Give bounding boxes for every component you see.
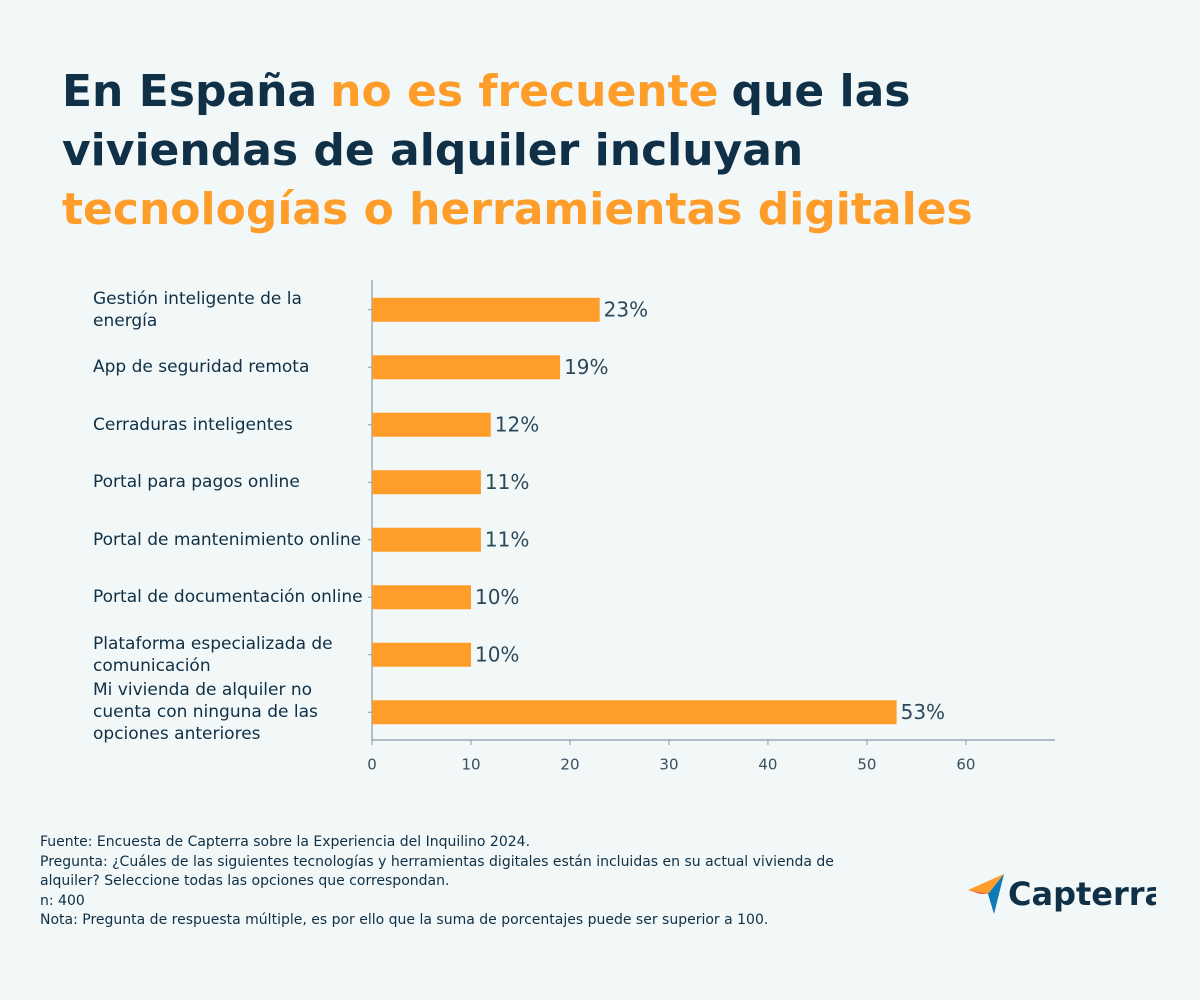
x-tick-label: 0 (367, 756, 377, 774)
logo: Capterra (968, 874, 1156, 914)
title: En España no es frecuente que las viviendas… (62, 62, 986, 239)
title-segment: tecnologías o herramientas digitales (62, 184, 973, 235)
footer: Fuente: Encuesta de Capterra sobre la Ex… (40, 833, 834, 931)
category-label: Mi vivienda de alquiler no cuenta con ni… (93, 680, 318, 745)
x-tick-label: 10 (461, 756, 480, 774)
category-label: Gestión inteligente de la energía (93, 288, 302, 331)
category-label: Plataforma especializada de comunicación (93, 633, 333, 676)
category-label: App de seguridad remota (93, 357, 310, 378)
title-segment: viviendas de alquiler incluyan (62, 125, 804, 176)
data-label: 53% (901, 700, 945, 724)
category-label: Portal de mantenimiento online (93, 529, 362, 550)
logo-icon (968, 874, 1004, 894)
logo-text: Capterra (1008, 875, 1156, 913)
title-line: tecnologías o herramientas digitales (62, 180, 986, 239)
category-label: Cerraduras inteligentes (93, 414, 293, 435)
footer-line: alquiler? Seleccione todas las opciones … (40, 873, 450, 889)
data-label: 10% (475, 642, 519, 666)
data-label: 23% (604, 297, 648, 321)
x-tick-label: 50 (857, 756, 876, 774)
bar (372, 412, 491, 437)
category-label: Portal de documentación online (93, 587, 363, 608)
bar (372, 642, 471, 667)
footer-line: Fuente: Encuesta de Capterra sobre la Ex… (40, 834, 531, 850)
bar (372, 470, 481, 495)
category-label: Portal para pagos online (93, 472, 300, 493)
data-label: 12% (495, 412, 539, 436)
chart: 0 10 20 30 40 50 60 23% 19% 12% 11% 11% 10% 10% 53% (367, 280, 1055, 774)
logo-icon (988, 874, 1004, 914)
bar (372, 527, 481, 552)
x-tick-label: 40 (758, 756, 777, 774)
bar (372, 700, 897, 725)
data-label: 19% (564, 355, 608, 379)
title-line: viviendas de alquiler incluyan (62, 121, 986, 180)
data-label: 11% (485, 527, 529, 551)
title-line: En España no es frecuente que las (62, 62, 986, 121)
footer-line: Pregunta: ¿Cuáles de las siguientes tecn… (40, 853, 834, 870)
title-segment: que las (731, 66, 911, 117)
bar (372, 585, 471, 610)
x-tick-label: 30 (659, 756, 678, 774)
x-tick-label: 60 (956, 756, 975, 774)
title-segment: En España (62, 66, 318, 117)
footer-line: Nota: Pregunta de respuesta múltiple, es… (40, 912, 769, 928)
title-segment: no es frecuente (330, 66, 719, 117)
data-label: 10% (475, 585, 519, 609)
logo-icon (968, 890, 988, 894)
x-tick-label: 20 (560, 756, 579, 774)
bar (372, 355, 561, 380)
bar (372, 297, 600, 322)
data-label: 11% (485, 470, 529, 494)
footer-line: n: 400 (40, 892, 85, 909)
